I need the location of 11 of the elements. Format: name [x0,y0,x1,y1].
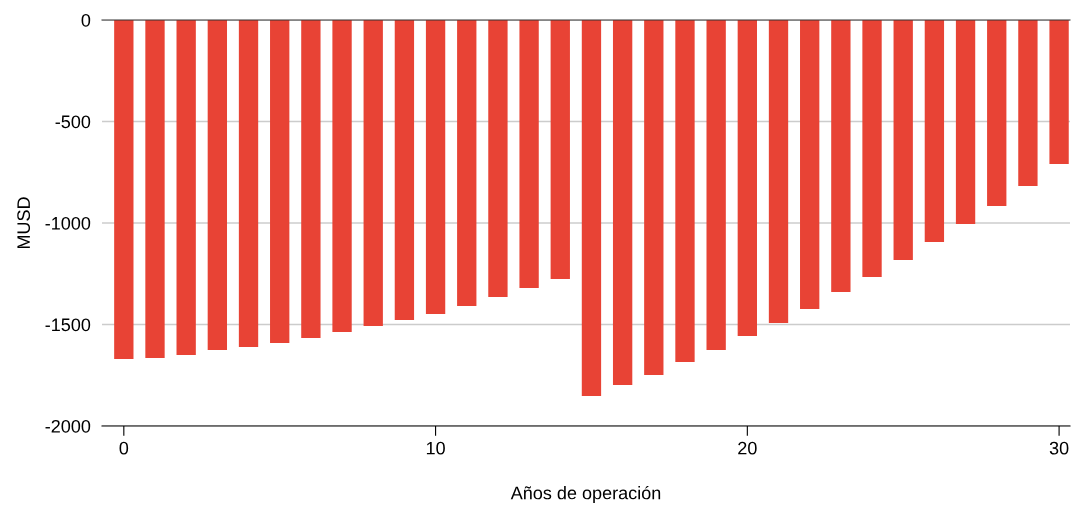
x-tick-label: 20 [738,441,757,455]
y-axis-title: MUSD [17,197,31,249]
x-axis-title: Años de operación [510,485,661,503]
y-tick-label: -1000 [45,216,91,230]
y-tick-label: -1500 [45,318,91,332]
x-tick-label: 0 [119,441,129,455]
y-tick-label: 0 [81,13,91,27]
y-tick-label: -500 [55,115,91,129]
y-tick-label: -2000 [45,419,91,433]
x-tick-label: 10 [426,441,445,455]
x-tick-label: 30 [1049,441,1069,455]
